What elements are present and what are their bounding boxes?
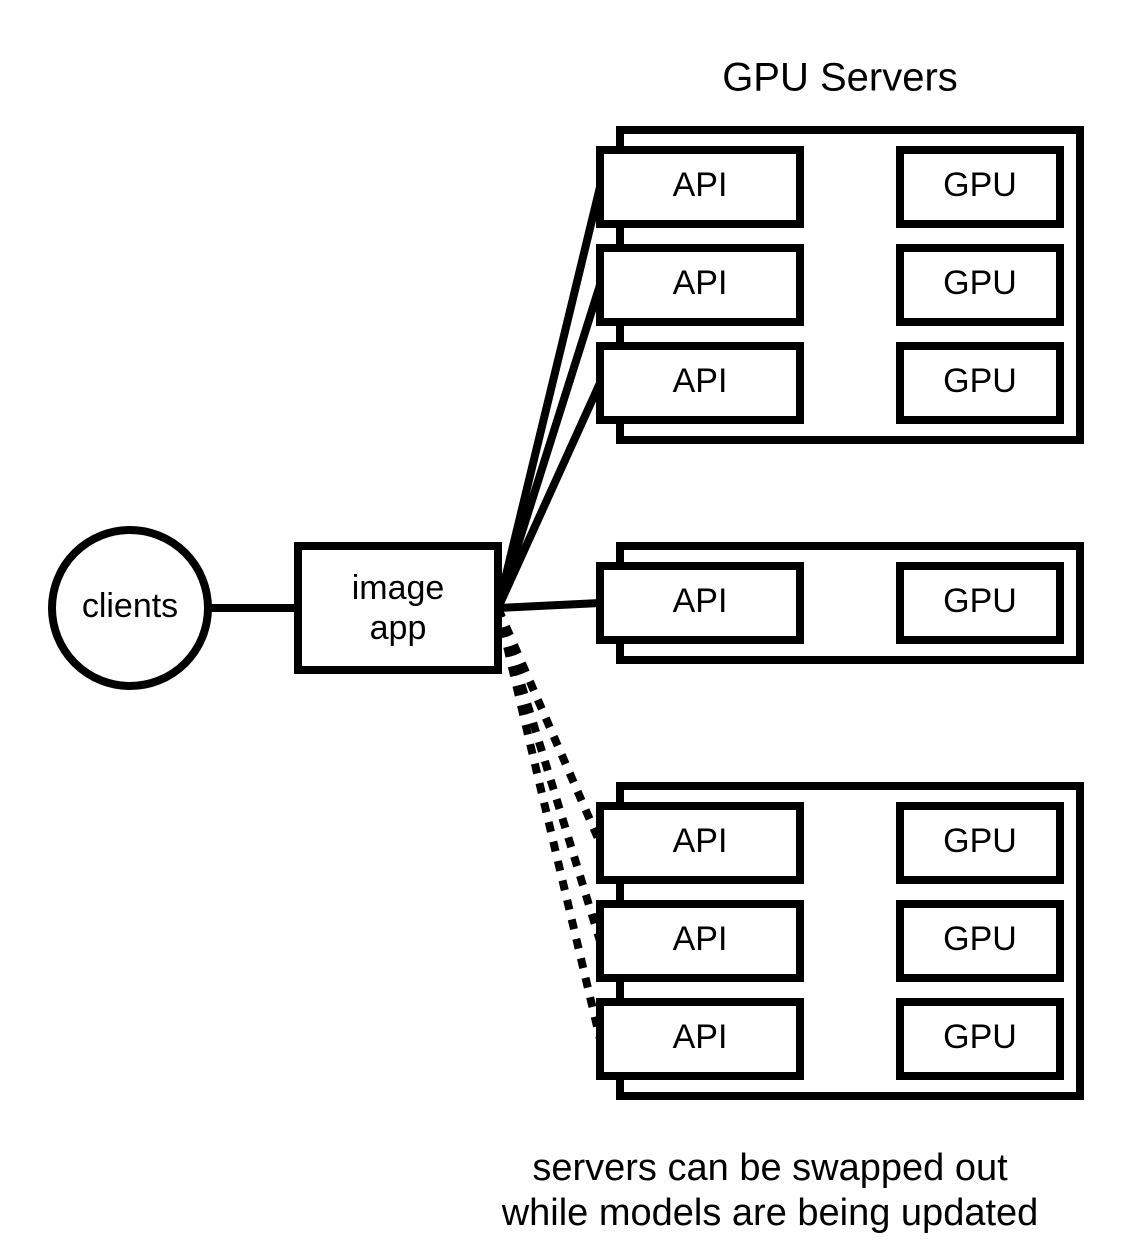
api-label-0-2: API [673, 362, 728, 400]
api-label-2-0: API [673, 822, 728, 860]
clients-label: clients [82, 587, 178, 625]
gpu-label-0-0: GPU [943, 166, 1017, 204]
api-label-2-1: API [673, 920, 728, 958]
gpu-label-0-2: GPU [943, 362, 1017, 400]
edge-imageapp-api-2-1 [498, 608, 600, 941]
edge-imageapp-api-2-2 [498, 608, 600, 1039]
gpu-label-2-0: GPU [943, 822, 1017, 860]
api-label-1-0: API [673, 582, 728, 620]
edge-imageapp-api-1-0 [498, 603, 600, 608]
api-label-0-1: API [673, 264, 728, 302]
server-group-2: API GPU API GPU API GPU [600, 786, 1080, 1096]
caption-line-2: while models are being updated [501, 1192, 1039, 1234]
server-group-1: API GPU [600, 546, 1080, 660]
clients-node: clients [52, 530, 208, 686]
api-label-2-2: API [673, 1018, 728, 1056]
gpu-label-2-2: GPU [943, 1018, 1017, 1056]
server-group-0: API GPU API GPU API GPU [600, 130, 1080, 440]
edge-imageapp-api-0-2 [498, 383, 600, 608]
caption-line-1: servers can be swapped out [532, 1147, 1008, 1189]
edge-imageapp-api-0-0 [498, 187, 600, 608]
imageapp-label-line1: image [352, 569, 445, 607]
imageapp-label-line2: app [370, 609, 427, 647]
gpu-label-0-1: GPU [943, 264, 1017, 302]
edge-imageapp-api-0-1 [498, 285, 600, 608]
gpu-label-2-1: GPU [943, 920, 1017, 958]
api-label-0-0: API [673, 166, 728, 204]
imageapp-node: image app [298, 546, 498, 670]
server-groups: API GPU API GPU API GPU API GPU API GPU API GPU API G… [600, 130, 1080, 1096]
gpu-label-1-0: GPU [943, 582, 1017, 620]
architecture-diagram: GPU Servers clients image app API GPU API G… [0, 0, 1125, 1258]
diagram-title: GPU Servers [722, 56, 958, 100]
